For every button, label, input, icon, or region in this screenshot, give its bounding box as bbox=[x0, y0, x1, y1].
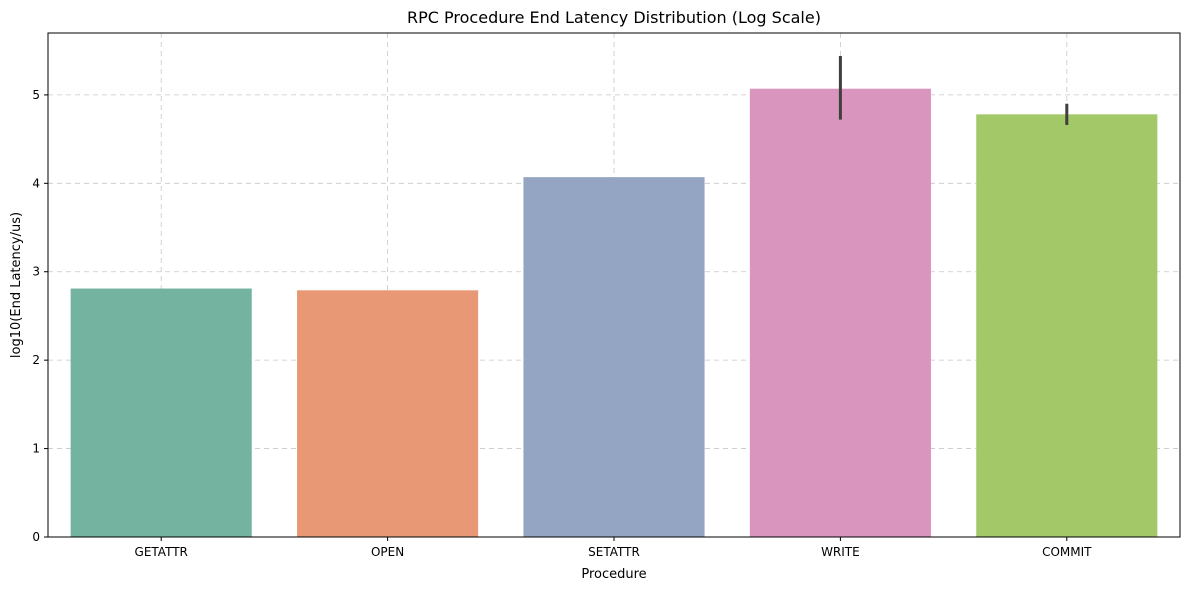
x-tick-label: SETATTR bbox=[588, 545, 640, 559]
x-tick-label: OPEN bbox=[371, 545, 404, 559]
y-tick-label: 3 bbox=[32, 265, 40, 279]
y-tick-label: 4 bbox=[32, 176, 40, 190]
x-tick-label: COMMIT bbox=[1042, 545, 1092, 559]
y-tick-label: 0 bbox=[32, 530, 40, 544]
chart-title: RPC Procedure End Latency Distribution (… bbox=[407, 8, 821, 27]
x-tick-label: WRITE bbox=[821, 545, 860, 559]
bar-write bbox=[749, 88, 931, 537]
bar-setattr bbox=[523, 177, 705, 537]
error-bars bbox=[838, 55, 1069, 125]
y-axis: 0 1 2 3 4 5 bbox=[32, 88, 48, 544]
bar-getattr bbox=[70, 288, 252, 537]
y-tick-label: 1 bbox=[32, 442, 40, 456]
bar-open bbox=[297, 290, 479, 537]
bar-commit bbox=[976, 114, 1158, 538]
x-axis-label: Procedure bbox=[581, 567, 646, 582]
bars bbox=[70, 88, 1158, 538]
x-axis: GETATTR OPEN SETATTR WRITE COMMIT bbox=[135, 537, 1092, 559]
y-tick-label: 2 bbox=[32, 353, 40, 367]
y-axis-label: log10(End Latency/us) bbox=[9, 212, 24, 358]
y-tick-label: 5 bbox=[32, 88, 40, 102]
x-tick-label: GETATTR bbox=[135, 545, 188, 559]
